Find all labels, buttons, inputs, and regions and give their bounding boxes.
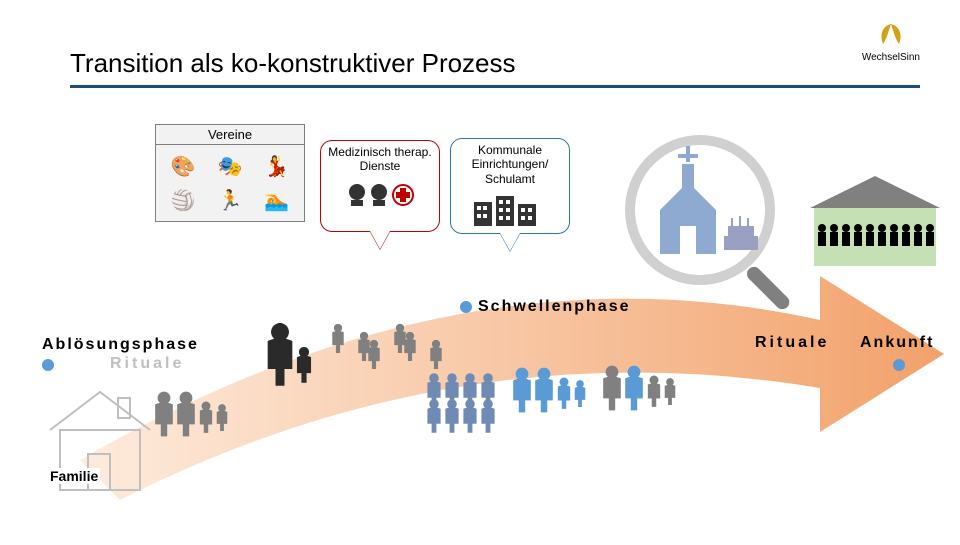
buildings-icon bbox=[451, 190, 569, 238]
familie-label: Familie bbox=[48, 468, 100, 484]
vereine-icons: 🎨 🎭 💃 🏐 🏃 🏊 bbox=[156, 145, 304, 221]
dance-icon: 💃 bbox=[264, 154, 289, 179]
phase-rituale: Rituale bbox=[755, 334, 829, 352]
people-adult-child bbox=[262, 318, 322, 398]
title-bar: Transition als ko-konstruktiver Prozess bbox=[70, 48, 920, 88]
school-building bbox=[810, 170, 940, 260]
people-family-1 bbox=[150, 386, 240, 442]
magnifier-lens bbox=[620, 130, 780, 290]
bubble-therapie-label: Medizinisch therap. Dienste bbox=[321, 141, 439, 178]
bubble-kommunal: Kommunale Einrichtungen/ Schulamt bbox=[450, 138, 570, 234]
people-crowd bbox=[420, 364, 510, 434]
bubble-therapie: Medizinisch therap. Dienste bbox=[320, 140, 440, 232]
phase-schwellen: Schwellenphase bbox=[460, 298, 631, 316]
page-title: Transition als ko-konstruktiver Prozess bbox=[70, 48, 920, 79]
brain-head-icon bbox=[345, 191, 415, 213]
phase-schwellen-text: Schwellenphase bbox=[478, 298, 631, 315]
box-vereine-label: Vereine bbox=[156, 125, 304, 145]
phase-abloesung-text: Ablösungsphase bbox=[42, 336, 199, 353]
easel-icon: 🎨 bbox=[171, 154, 196, 179]
runner-icon: 🏃 bbox=[218, 188, 243, 213]
swimmer-icon: 🏊 bbox=[264, 188, 289, 213]
box-vereine: Vereine 🎨 🎭 💃 🏐 🏃 🏊 bbox=[155, 124, 305, 222]
theatre-icon: 🎭 bbox=[218, 154, 243, 179]
people-family-3 bbox=[598, 360, 678, 416]
phase-ankunft: Ankunft bbox=[860, 334, 934, 374]
volleyball-icon: 🏐 bbox=[171, 188, 196, 213]
people-family-2 bbox=[508, 362, 598, 418]
phase-rituale-shadow: Rituale bbox=[110, 355, 184, 373]
familie-house: Familie bbox=[40, 380, 160, 505]
bubble-kommunal-label: Kommunale Einrichtungen/ Schulamt bbox=[451, 139, 569, 190]
phase-ankunft-text: Ankunft bbox=[860, 334, 934, 351]
